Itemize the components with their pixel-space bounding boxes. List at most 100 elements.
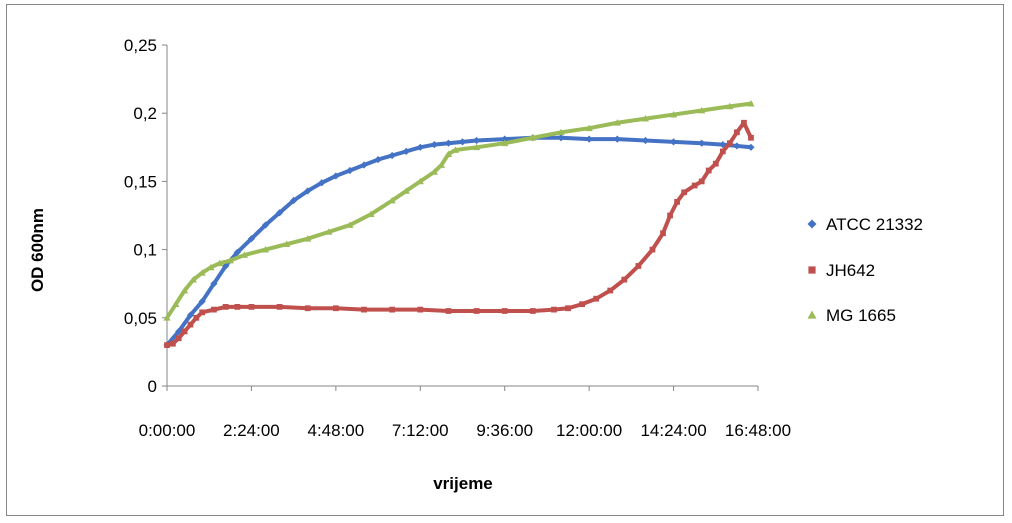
data-point: [180, 286, 189, 294]
x-tick-label: 14:24:00: [640, 421, 706, 440]
x-tick-label: 9:36:00: [476, 421, 533, 440]
data-point: [207, 263, 215, 271]
data-point: [445, 308, 452, 314]
data-point: [660, 230, 666, 237]
data-point: [367, 210, 375, 218]
data-point: [748, 134, 754, 141]
data-point: [247, 235, 256, 243]
data-point: [430, 140, 438, 149]
y-axis-ticks: 0 0,05 0,1 0,15 0,2 0,25: [124, 36, 167, 396]
data-point: [726, 140, 733, 147]
data-point: [551, 306, 557, 313]
data-point: [210, 280, 218, 288]
data-point: [473, 308, 480, 314]
data-point: [565, 305, 571, 312]
data-point: [261, 221, 270, 229]
x-tick-label: 16:48:00: [725, 421, 791, 440]
data-point: [222, 304, 229, 310]
data-point: [172, 300, 180, 308]
series-mg-1665: [163, 100, 755, 321]
x-tick-label: 12:00:00: [556, 421, 622, 440]
legend-label: ATCC 21332: [826, 215, 923, 234]
data-point: [557, 134, 565, 142]
data-point: [621, 276, 628, 283]
legend-label: MG 1665: [826, 306, 896, 325]
y-tick-label: 0,1: [133, 241, 157, 260]
data-point: [304, 305, 311, 312]
data-point: [163, 314, 171, 321]
data-point: [304, 235, 312, 242]
data-point: [579, 301, 585, 308]
data-point: [747, 143, 755, 151]
data-point: [451, 146, 460, 153]
data-point: [726, 102, 734, 110]
data-point: [437, 161, 445, 168]
data-point: [557, 128, 565, 136]
data-point: [402, 147, 410, 155]
data-point: [669, 110, 678, 118]
data-point: [444, 150, 453, 157]
data-point: [674, 198, 680, 205]
legend-marker: [807, 219, 817, 229]
legend-marker: [807, 310, 817, 319]
data-point: [226, 256, 234, 264]
data-point: [389, 306, 396, 313]
legend-label: JH642: [826, 261, 875, 280]
data-point: [705, 167, 712, 174]
data-point: [388, 196, 396, 204]
x-tick-label: 2:24:00: [223, 421, 280, 440]
data-point: [388, 151, 396, 160]
x-axis-ticks: 0:00:00 2:24:00 4:48:00 7:12:00 9:36:00 12:00…: [139, 386, 791, 440]
chart-frame: [6, 4, 1004, 516]
data-point: [261, 246, 270, 253]
data-point: [332, 305, 339, 312]
data-point: [216, 259, 224, 267]
data-point: [318, 179, 326, 187]
data-point: [181, 328, 188, 335]
data-point: [698, 106, 706, 114]
data-point: [417, 306, 424, 313]
data-point: [585, 135, 593, 143]
data-point: [361, 306, 367, 313]
y-axis-title: OD 600nm: [28, 208, 47, 292]
series-jh642: [164, 119, 754, 348]
legend: ATCC 21332 JH642 MG 1665: [807, 215, 923, 325]
data-point: [304, 187, 312, 195]
data-point: [641, 136, 650, 145]
data-point: [585, 124, 593, 132]
data-point: [747, 100, 755, 107]
data-point: [346, 221, 354, 228]
data-point: [234, 304, 241, 310]
x-tick-label: 4:48:00: [307, 421, 364, 440]
data-point: [164, 342, 170, 348]
data-point: [712, 160, 719, 167]
data-point: [719, 140, 727, 149]
data-point: [199, 309, 206, 316]
data-point: [402, 187, 410, 194]
data-point: [649, 246, 656, 253]
data-point: [186, 311, 195, 319]
data-point: [233, 248, 241, 256]
data-point: [719, 148, 726, 155]
data-point: [430, 168, 438, 175]
data-point: [472, 143, 481, 151]
data-point: [641, 115, 650, 122]
data-point: [240, 251, 248, 258]
data-point: [734, 129, 740, 136]
data-point: [681, 189, 688, 196]
data-point: [529, 134, 537, 141]
data-point: [607, 287, 614, 294]
y-tick-label: 0: [148, 377, 157, 396]
data-point: [211, 306, 217, 313]
data-point: [346, 166, 354, 175]
x-axis-title: vrijeme: [433, 474, 493, 493]
data-point: [374, 155, 382, 164]
x-tick-label: 0:00:00: [139, 421, 196, 440]
x-tick-label: 7:12:00: [392, 421, 449, 440]
series-line: [165, 135, 753, 348]
data-point: [667, 212, 673, 219]
data-point: [501, 308, 508, 314]
y-tick-label: 0,15: [124, 172, 157, 191]
series-atcc-21332: [163, 134, 755, 349]
